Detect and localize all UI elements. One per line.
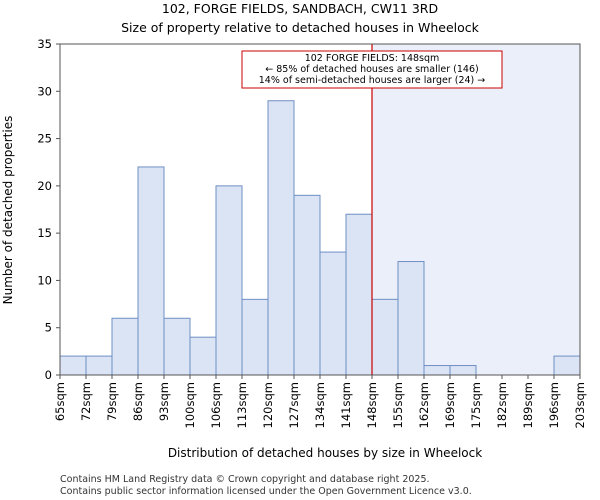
x-tick-label: 189sqm [521, 382, 535, 428]
x-tick-label: 148sqm [365, 382, 379, 428]
y-tick-label: 10 [37, 273, 52, 287]
bar-120sqm [267, 100, 295, 376]
y-axis-label: Number of detached properties [1, 116, 15, 305]
y-tick-label: 0 [45, 368, 52, 382]
bar-148sqm [371, 298, 399, 376]
bar-79sqm [111, 317, 139, 376]
footer-line-2: Contains public sector information licen… [60, 486, 472, 497]
bar-155sqm [397, 261, 425, 376]
x-tick-label: 65sqm [53, 382, 67, 421]
x-tick-label: 175sqm [469, 382, 483, 428]
bar-169sqm [449, 365, 477, 376]
y-tick-label: 5 [45, 321, 52, 335]
x-tick-label: 93sqm [157, 382, 171, 421]
x-tick-label: 106sqm [209, 382, 223, 428]
annotation-line-3: 14% of semi-detached houses are larger (… [259, 75, 486, 86]
x-tick-label: 127sqm [287, 382, 301, 428]
y-tick-label: 20 [37, 179, 52, 193]
y-tick-label: 30 [37, 84, 52, 98]
bar-86sqm [137, 166, 165, 376]
x-tick-label: 169sqm [443, 382, 457, 428]
x-axis-label: Distribution of detached houses by size … [168, 446, 482, 460]
bar-141sqm [345, 213, 373, 376]
x-tick-label: 182sqm [495, 382, 509, 428]
x-tick-label: 120sqm [261, 382, 275, 428]
x-tick-label: 196sqm [547, 382, 561, 428]
x-tick-label: 72sqm [79, 382, 93, 421]
bar-196sqm [553, 355, 581, 376]
bar-134sqm [319, 251, 347, 376]
annotation-box-frame [241, 50, 503, 89]
y-tick-label: 25 [37, 132, 52, 146]
bar-127sqm [293, 194, 321, 376]
footer-line-1: Contains HM Land Registry data © Crown c… [60, 474, 430, 485]
x-tick-label: 155sqm [391, 382, 405, 428]
x-tick-label: 79sqm [105, 382, 119, 421]
x-axis: 65sqm 72sqm 79sqm 86sqm 93sqm 100sqm 106sqm 113… [53, 375, 587, 428]
bar-65sqm [59, 355, 87, 376]
bar-106sqm [215, 185, 243, 376]
bar-72sqm [85, 355, 113, 376]
bar-93sqm [163, 317, 191, 376]
x-tick-label: 86sqm [131, 382, 145, 421]
y-tick-label: 15 [37, 226, 52, 240]
x-tick-label: 203sqm [573, 382, 587, 428]
bar-162sqm [423, 365, 451, 376]
annotation-box: 102 FORGE FIELDS: 148sqm ← 85% of detach… [241, 50, 503, 89]
x-tick-label: 141sqm [339, 382, 353, 428]
bar-113sqm [241, 298, 269, 376]
annotation-line-2: ← 85% of detached houses are smaller (14… [265, 64, 478, 75]
x-tick-label: 162sqm [417, 382, 431, 428]
annotation-line-1: 102 FORGE FIELDS: 148sqm [305, 53, 440, 64]
x-tick-label: 100sqm [183, 382, 197, 428]
chart-title: 102, FORGE FIELDS, SANDBACH, CW11 3RD [162, 1, 438, 16]
y-axis: 0 5 10 15 20 25 30 35 [37, 37, 60, 382]
chart-subtitle: Size of property relative to detached ho… [121, 20, 480, 35]
y-tick-label: 35 [37, 37, 52, 51]
plot-frame [59, 43, 581, 376]
x-tick-label: 134sqm [313, 382, 327, 428]
x-tick-label: 113sqm [235, 382, 249, 428]
bar-100sqm [189, 336, 217, 376]
bars [59, 100, 581, 376]
